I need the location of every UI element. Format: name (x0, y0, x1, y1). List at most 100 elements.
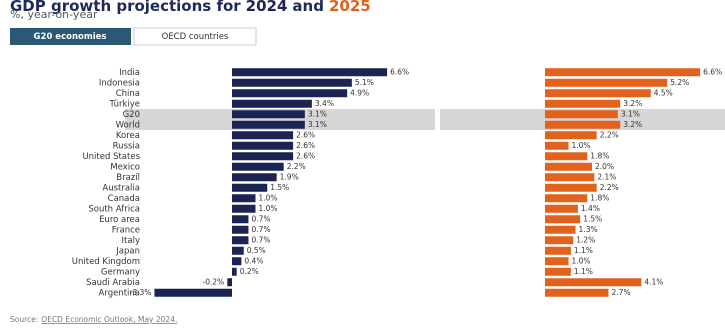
tab-label[interactable]: OECD countries (162, 32, 229, 42)
value-label: 0.2% (240, 267, 259, 276)
value-label: 3.4% (315, 99, 334, 108)
tab[interactable] (10, 28, 131, 45)
value-label: 2.7% (611, 288, 630, 297)
bar (232, 236, 249, 245)
bar (545, 152, 588, 161)
category-label: United Kingdom (72, 257, 140, 267)
bar (545, 215, 581, 224)
value-label: 4.9% (350, 88, 369, 97)
bar (232, 110, 305, 119)
bar (545, 89, 651, 98)
chart-title: GDP growth projections for 2024 and 2025 (10, 0, 371, 15)
value-label: 0.4% (244, 256, 263, 265)
bar (545, 288, 609, 297)
bar (545, 267, 571, 276)
bar (232, 99, 312, 108)
bar (545, 99, 621, 108)
bar (232, 194, 256, 203)
category-label: Canada (108, 194, 140, 204)
value-label: 3.1% (621, 109, 640, 118)
value-label: 1.1% (574, 246, 593, 255)
value-label: 3.2% (623, 99, 642, 108)
value-label: 2.2% (600, 130, 619, 139)
bar (232, 173, 277, 182)
bar (545, 173, 595, 182)
bar (232, 162, 284, 171)
bar (545, 110, 618, 119)
category-label: Russia (113, 141, 140, 151)
value-label: 3.1% (308, 120, 327, 129)
title-year: 2024 (246, 0, 288, 15)
value-label: 0.7% (251, 225, 270, 234)
source-link[interactable]: OECD Economic Outlook, May 2024. (41, 315, 177, 324)
bar (545, 225, 576, 234)
bar (232, 215, 249, 224)
value-label: 3.2% (623, 120, 642, 129)
chart-subtitle: %, year-on-year (10, 8, 98, 21)
category-label: Korea (116, 131, 140, 141)
bar (232, 120, 305, 129)
bar (232, 78, 352, 87)
bar (232, 183, 268, 192)
value-label: 0.5% (247, 246, 266, 255)
category-label: Mexico (110, 162, 140, 172)
value-label: 5.1% (355, 78, 374, 87)
bar (545, 257, 569, 266)
source: Source: OECD Economic Outlook, May 2024. (10, 315, 177, 324)
category-label: France (112, 225, 140, 235)
category-label: Japan (115, 246, 140, 256)
value-label: 1.0% (259, 204, 278, 213)
value-label: 2.0% (595, 162, 614, 171)
bar (232, 267, 237, 276)
value-label: -0.2% (203, 277, 225, 286)
value-label: 1.2% (576, 235, 595, 244)
title-and: and (292, 0, 324, 15)
value-label: 4.1% (644, 277, 663, 286)
category-label: China (116, 89, 140, 99)
value-label: 1.3% (579, 225, 598, 234)
value-label: 1.8% (590, 151, 609, 160)
category-label: Saudi Arabia (86, 278, 140, 288)
category-label: Argentina (99, 288, 140, 298)
value-label: 1.1% (574, 267, 593, 276)
category-label: Italy (122, 236, 140, 246)
bar (545, 204, 578, 213)
value-label: 6.6% (390, 67, 409, 76)
bar (232, 204, 256, 213)
bar (545, 78, 668, 87)
value-label: 2.1% (597, 172, 616, 181)
category-label: Brazil (116, 173, 140, 183)
bar (545, 162, 592, 171)
bar (232, 131, 294, 140)
category-label: G20 (123, 110, 140, 120)
value-label: 2.6% (296, 130, 315, 139)
bar (545, 278, 642, 287)
category-label: World (116, 120, 140, 130)
value-label: 2.2% (600, 183, 619, 192)
value-label: 1.0% (572, 141, 591, 150)
value-label: 0.7% (251, 214, 270, 223)
bar (545, 194, 588, 203)
category-label: Indonesia (99, 78, 140, 88)
category-label: South Africa (88, 204, 140, 214)
bar (232, 152, 294, 161)
tab-label[interactable]: G20 economies (34, 32, 107, 42)
value-label: 2.6% (296, 151, 315, 160)
source-label: Source: (10, 315, 38, 324)
title-year: 2025 (329, 0, 371, 15)
bar (227, 278, 232, 287)
title-text: GDP growth projections for (10, 0, 241, 15)
bar (232, 89, 348, 98)
bar (232, 257, 242, 266)
bar (545, 141, 569, 150)
value-label: 1.4% (581, 204, 600, 213)
bar (232, 225, 249, 234)
tab[interactable] (133, 27, 257, 46)
category-label: India (119, 68, 140, 78)
bar (232, 141, 294, 150)
value-label: 5.2% (670, 78, 689, 87)
category-label: United States (82, 152, 140, 162)
bar (232, 246, 244, 255)
value-label: 1.8% (590, 193, 609, 202)
